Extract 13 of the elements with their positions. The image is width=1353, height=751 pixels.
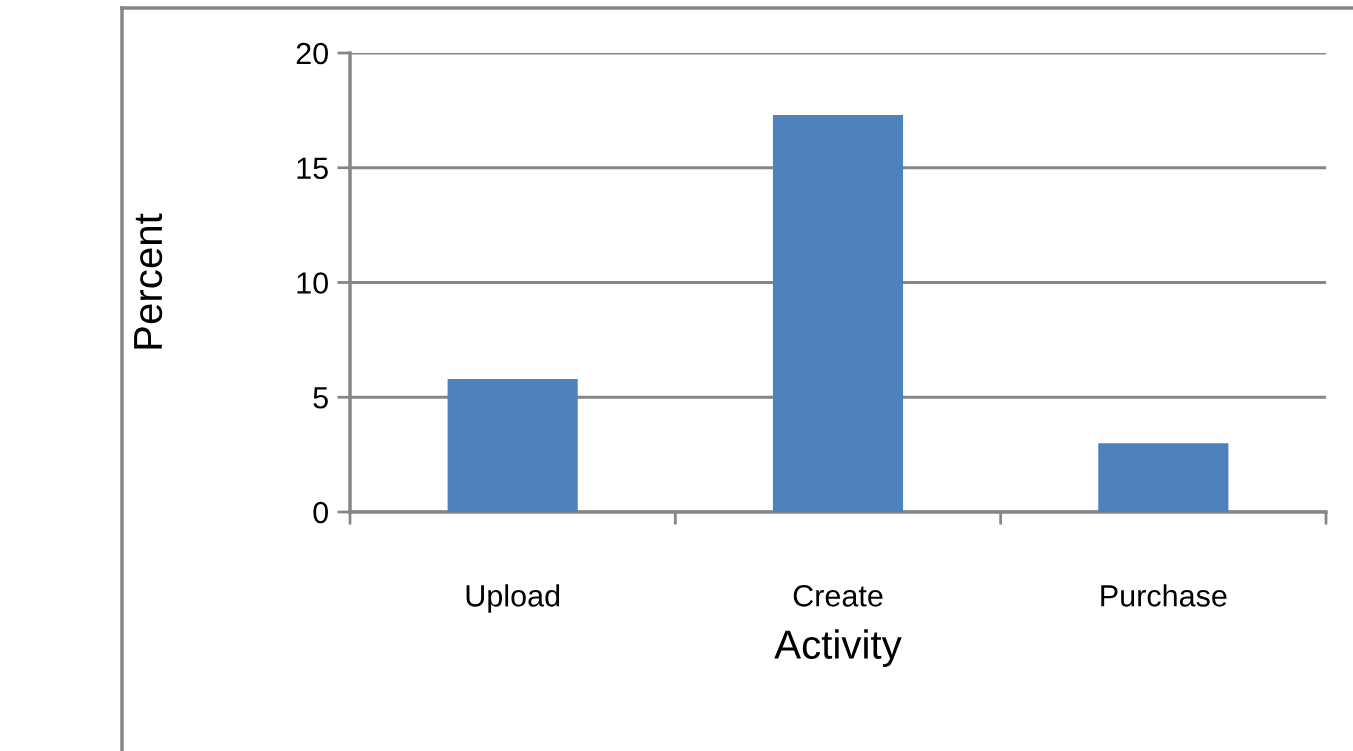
x-tick-label: Upload (466, 584, 560, 613)
y-tick-label: 15 (297, 157, 328, 180)
y-axis-title: Percent (134, 213, 163, 349)
bar (447, 378, 578, 512)
y-tick-label: 5 (313, 387, 328, 409)
y-tick-label: 10 (297, 272, 328, 294)
y-tick-label: 20 (296, 42, 328, 65)
bar (1098, 443, 1229, 512)
x-axis-title: Activity (774, 629, 902, 667)
y-tick-label: 0 (313, 501, 328, 524)
x-tick-label: Create (793, 585, 883, 607)
x-tick-label: Purchase (1101, 584, 1227, 607)
bar (772, 114, 904, 512)
